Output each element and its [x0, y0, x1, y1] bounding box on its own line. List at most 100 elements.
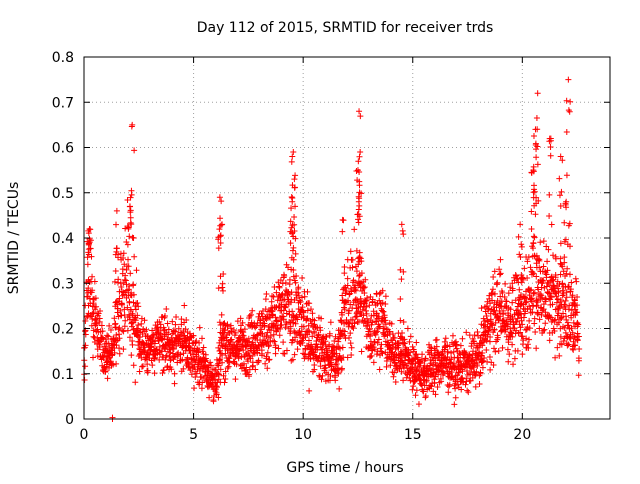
data-point: [106, 322, 113, 329]
data-point: [292, 250, 299, 257]
data-point: [413, 387, 420, 394]
data-point: [116, 324, 123, 331]
data-point: [561, 219, 568, 226]
data-point: [216, 194, 223, 201]
data-point: [328, 357, 335, 364]
data-point: [188, 371, 195, 378]
data-point: [455, 381, 462, 388]
data-point: [552, 271, 559, 278]
data-point: [530, 239, 537, 246]
data-point: [232, 329, 239, 336]
data-point: [346, 291, 353, 298]
data-point: [148, 344, 155, 351]
data-point: [397, 317, 404, 324]
data-point: [543, 271, 550, 278]
data-point: [93, 303, 100, 310]
data-point: [192, 374, 199, 381]
data-point: [524, 274, 531, 281]
data-point: [294, 316, 301, 323]
data-point: [116, 335, 123, 342]
data-point: [485, 327, 492, 334]
data-point: [198, 385, 205, 392]
data-point: [286, 281, 293, 288]
data-point: [478, 358, 485, 365]
data-point: [206, 394, 213, 401]
data-point: [525, 344, 532, 351]
data-point: [299, 304, 306, 311]
data-point: [172, 328, 179, 335]
data-point: [487, 366, 494, 373]
data-point: [241, 326, 248, 333]
data-point: [526, 287, 533, 294]
data-point: [299, 275, 306, 282]
data-point: [528, 208, 535, 215]
data-point: [264, 349, 271, 356]
data-point: [110, 341, 117, 348]
data-point: [533, 252, 540, 259]
data-point: [113, 331, 120, 338]
data-point: [244, 348, 251, 355]
data-point: [560, 338, 567, 345]
data-point: [339, 309, 346, 316]
data-point: [412, 392, 419, 399]
data-point: [451, 364, 458, 371]
data-point: [452, 338, 459, 345]
data-point: [217, 347, 224, 354]
data-point: [556, 175, 563, 182]
data-point: [327, 372, 334, 379]
data-point: [489, 286, 496, 293]
data-point: [444, 348, 451, 355]
data-point: [319, 372, 326, 379]
data-point: [399, 330, 406, 337]
data-point: [282, 324, 289, 331]
data-point: [281, 350, 288, 357]
data-point: [550, 325, 557, 332]
data-point: [395, 344, 402, 351]
data-point: [558, 341, 565, 348]
data-point: [111, 315, 118, 322]
data-point: [306, 300, 313, 307]
data-point: [208, 362, 215, 369]
data-point: [193, 370, 200, 377]
data-point: [363, 323, 370, 330]
data-point: [130, 299, 137, 306]
data-point: [285, 264, 292, 271]
data-point: [85, 240, 92, 247]
data-point: [526, 325, 533, 332]
data-point: [338, 366, 345, 373]
data-point: [99, 328, 106, 335]
data-point: [332, 377, 339, 384]
data-point: [216, 319, 223, 326]
data-point: [546, 191, 553, 198]
data-point: [294, 346, 301, 353]
data-point: [503, 298, 510, 305]
x-axis-label: GPS time / hours: [286, 460, 403, 476]
data-point: [156, 356, 163, 363]
data-point: [283, 301, 290, 308]
data-point: [533, 146, 540, 153]
data-point: [177, 329, 184, 336]
data-point: [489, 321, 496, 328]
data-point: [564, 265, 571, 272]
data-point: [332, 372, 339, 379]
data-point: [572, 275, 579, 282]
data-point: [380, 325, 387, 332]
data-point: [90, 327, 97, 334]
data-point: [356, 108, 363, 115]
data-point: [100, 335, 107, 342]
x-tick-label: 10: [294, 427, 312, 443]
data-point: [225, 358, 232, 365]
data-point: [195, 349, 202, 356]
data-point: [438, 351, 445, 358]
data-point: [105, 333, 112, 340]
data-point: [363, 303, 370, 310]
data-point: [534, 126, 541, 133]
data-point: [335, 365, 342, 372]
data-point: [154, 324, 161, 331]
data-point: [135, 303, 142, 310]
data-point: [353, 168, 360, 175]
data-point: [265, 343, 272, 350]
data-point: [448, 350, 455, 357]
data-point: [361, 289, 368, 296]
data-point: [128, 123, 135, 130]
